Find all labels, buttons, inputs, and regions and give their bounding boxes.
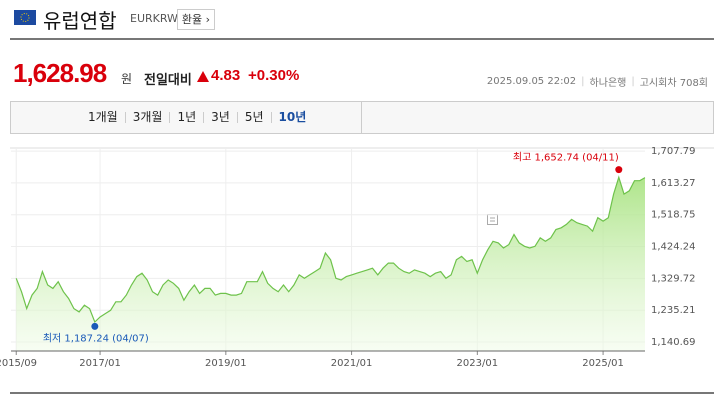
x-tick-label: 2017/01 bbox=[79, 358, 121, 369]
x-tick-label: 2019/01 bbox=[205, 358, 247, 369]
y-tick-label: 1,518.75 bbox=[651, 210, 696, 221]
tab-divider bbox=[361, 102, 362, 133]
meta: 2025.09.05 22:02 | 하나은행 | 고시회차 708회 bbox=[486, 74, 708, 225]
bank: 하나은행 bbox=[589, 78, 627, 89]
code: EURKRW bbox=[130, 12, 178, 25]
tab[interactable]: 3개월 bbox=[124, 111, 170, 123]
x-tick-label: 2025/01 bbox=[582, 358, 624, 369]
x-tick-label: 2015/09 bbox=[0, 358, 37, 369]
datetime: 2025.09.05 22:02 bbox=[486, 76, 577, 87]
tab-bar: 1개월 3개월 1년 3년 5년 10년 bbox=[10, 101, 714, 134]
annotation-point bbox=[615, 166, 623, 174]
tab[interactable]: 5년 bbox=[236, 111, 271, 123]
annotation-label: 최저 1,187.24 (04/07) bbox=[43, 332, 149, 344]
divider bbox=[10, 38, 714, 40]
x-tick-label: 2021/01 bbox=[331, 358, 373, 369]
annotation-label: 최고 1,652.74 (04/11) bbox=[513, 152, 619, 164]
chart: 1,140.69 1,235.21 1,329.72 1,424.24 1,518.75… bbox=[0, 146, 714, 369]
title: 유럽연합 bbox=[43, 9, 117, 33]
line bbox=[15, 175, 646, 324]
y-tick-label: 1,140.69 bbox=[651, 337, 696, 348]
button-label[interactable]: 환율 bbox=[181, 13, 203, 26]
exchange-button[interactable]: 환율 › bbox=[177, 9, 215, 30]
tab[interactable]: 3년 bbox=[203, 111, 237, 123]
y-tick-label: 1,329.72 bbox=[651, 273, 696, 284]
change-label: 전일대비 bbox=[144, 73, 192, 88]
area bbox=[16, 177, 645, 351]
price: 1,628.98 bbox=[13, 58, 107, 88]
divider bbox=[10, 392, 714, 394]
y-tick-label: 1,707.79 bbox=[651, 146, 696, 157]
tab[interactable]: 1년 bbox=[169, 111, 203, 123]
tabs: 1개월 3개월 1년 3년 5년 10년 bbox=[81, 102, 313, 133]
tab[interactable]: 10년 bbox=[270, 111, 314, 123]
round: 고시회차 708회 bbox=[639, 78, 708, 89]
flag-icon bbox=[14, 10, 36, 25]
change-percent: +0.30% bbox=[248, 67, 300, 84]
annotation-point bbox=[91, 322, 99, 330]
y-tick-label: 1,424.24 bbox=[651, 242, 696, 253]
y-tick-label: 1,613.27 bbox=[651, 178, 696, 189]
tab[interactable]: 1개월 bbox=[88, 110, 118, 124]
y-tick-label: 1,235.21 bbox=[651, 305, 696, 316]
up-arrow bbox=[197, 71, 209, 82]
unit: 원 bbox=[121, 72, 133, 86]
change: 4.83 bbox=[211, 67, 241, 84]
x-tick-label: 2023/01 bbox=[457, 358, 499, 369]
